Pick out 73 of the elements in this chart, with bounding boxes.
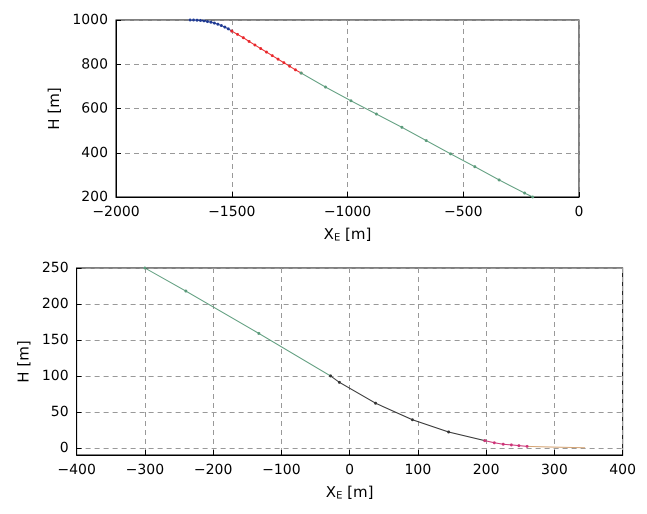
point	[248, 40, 251, 43]
point	[253, 44, 256, 46]
y-tick-label: 800	[81, 56, 108, 72]
point	[188, 18, 192, 22]
y-tick-label: 0	[60, 440, 69, 456]
y-tick-label: 1000	[72, 12, 108, 28]
point	[473, 165, 476, 168]
line-series	[329, 374, 486, 442]
point	[374, 402, 378, 405]
point	[220, 24, 223, 28]
x-tick-label: −200	[194, 462, 232, 478]
x-tick-label: 200	[472, 462, 500, 478]
point	[531, 196, 534, 198]
x-tick-label: −2000	[92, 204, 140, 220]
point	[223, 26, 226, 29]
point	[259, 47, 262, 50]
point	[257, 332, 260, 335]
point	[196, 18, 199, 22]
x-tick-label: 100	[404, 462, 432, 478]
x-tick-label: 300	[541, 462, 568, 478]
point	[216, 22, 220, 26]
point	[294, 68, 297, 72]
point	[510, 443, 513, 446]
point	[517, 444, 520, 448]
point	[424, 139, 428, 142]
line-series	[230, 30, 303, 75]
point	[502, 442, 505, 446]
point	[212, 22, 216, 25]
line-series	[300, 72, 534, 198]
y-tick-label: 100	[42, 368, 69, 384]
line-series	[188, 18, 234, 33]
y-tick-label: 50	[50, 404, 69, 420]
point	[184, 290, 188, 293]
point	[449, 152, 452, 156]
point	[498, 178, 501, 182]
x-tick-label: 400	[609, 462, 636, 478]
point	[447, 430, 450, 434]
point	[199, 18, 202, 22]
x-tick-label: 0	[345, 462, 354, 478]
point	[276, 58, 280, 61]
point	[143, 266, 146, 270]
x-tick-label: −100	[262, 462, 301, 478]
point	[410, 418, 414, 422]
point	[242, 36, 245, 40]
point	[492, 441, 496, 444]
point	[288, 64, 292, 68]
x-tick-label: −1500	[208, 204, 256, 220]
y-axis-title: H [m]	[14, 340, 32, 383]
y-tick-label: 200	[81, 189, 108, 205]
point	[526, 444, 529, 448]
y-tick-label: 400	[81, 144, 108, 161]
point	[209, 20, 212, 24]
point	[338, 380, 341, 384]
y-axis-title: H [m]	[44, 87, 63, 130]
point	[400, 126, 404, 129]
point	[270, 54, 274, 58]
x-tick-label: −500	[444, 204, 482, 220]
x-tick-label: −1000	[324, 204, 372, 220]
point	[236, 32, 240, 36]
y-tick-label: 600	[81, 100, 108, 116]
point	[264, 50, 268, 54]
point	[206, 20, 209, 24]
line-series	[143, 266, 332, 378]
point	[523, 192, 526, 195]
x-tick-label: −400	[57, 462, 96, 478]
x-tick-label: 0	[574, 204, 584, 220]
point	[282, 61, 286, 64]
point	[202, 19, 206, 22]
y-tick-label: 200	[42, 296, 69, 312]
y-tick-label: 250	[42, 260, 69, 276]
y-tick-label: 150	[42, 332, 69, 348]
x-tick-label: −300	[126, 462, 164, 478]
point	[349, 99, 352, 102]
